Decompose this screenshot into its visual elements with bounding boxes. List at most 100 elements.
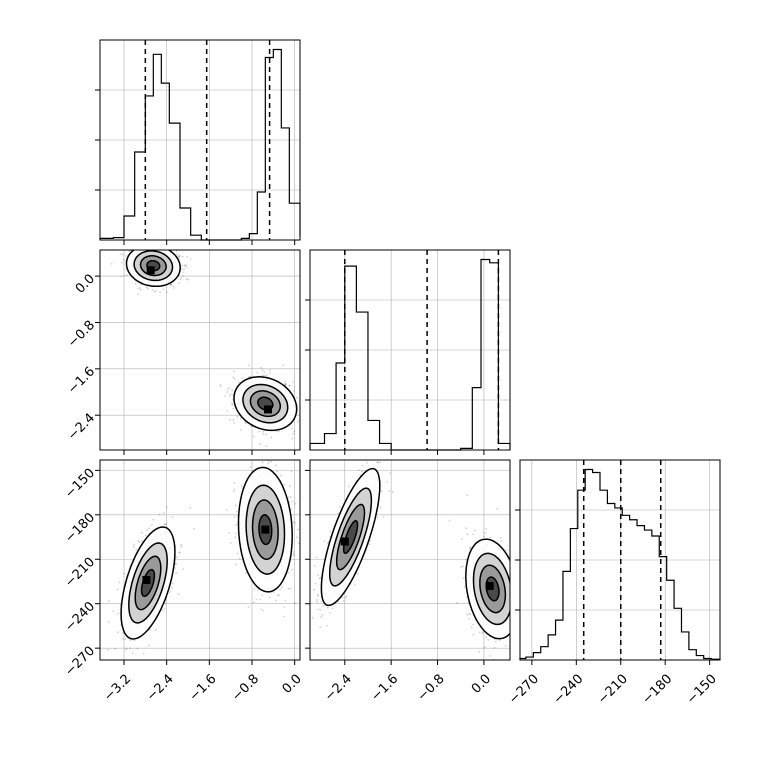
scatter-point [125, 647, 128, 650]
scatter-point [287, 587, 290, 590]
scatter-point [226, 391, 229, 393]
scatter-point [155, 247, 157, 249]
scatter-point [513, 595, 515, 597]
scatter-point [472, 623, 475, 626]
scatter-point [121, 253, 124, 256]
scatter-point [511, 568, 513, 570]
scatter-point [146, 287, 149, 290]
scatter-point [263, 374, 265, 377]
scatter-point [292, 551, 295, 553]
scatter-point [170, 246, 172, 248]
scatter-point [122, 632, 124, 634]
scatter-point [513, 636, 515, 638]
scatter-point [337, 512, 340, 515]
scatter-point [131, 241, 133, 243]
contour-line [342, 520, 359, 555]
scatter-point [150, 247, 152, 249]
scatter-point [339, 506, 341, 508]
scatter-point [522, 579, 524, 581]
scatter-point [122, 638, 124, 640]
scatter-point [158, 247, 160, 249]
contour-line [242, 383, 289, 424]
scatter-point [378, 444, 380, 446]
scatter-point [379, 461, 381, 464]
axes-frame [519, 459, 721, 661]
scatter-point [148, 527, 150, 530]
scatter-point [489, 655, 491, 657]
scatter-point [283, 453, 285, 455]
scatter-point [228, 532, 231, 534]
scatter-point [138, 541, 141, 543]
scatter-point [119, 253, 122, 255]
scatter-point [238, 455, 240, 457]
scatter-point [228, 387, 231, 389]
scatter-point [238, 557, 241, 560]
scatter-point [233, 490, 235, 492]
scatter-point [326, 542, 329, 544]
scatter-point [272, 591, 275, 593]
scatter-point [290, 508, 293, 510]
scatter-point [514, 586, 516, 588]
scatter-point [265, 445, 268, 447]
scatter-point [233, 488, 236, 491]
scatter-point [234, 504, 237, 507]
scatter-point [462, 577, 465, 579]
scatter-point [514, 605, 516, 607]
scatter-point [493, 647, 496, 649]
scatter-point [322, 604, 325, 607]
scatter-point [275, 430, 278, 433]
scatter-point [516, 592, 518, 594]
scatter-point [484, 531, 486, 534]
contour-line [328, 487, 373, 587]
scatter-point [239, 417, 242, 419]
contour-line [237, 466, 293, 593]
scatter-point [282, 364, 285, 367]
scatter-point [165, 291, 168, 293]
scatter-point [326, 606, 329, 609]
scatter-point [512, 604, 514, 606]
scatter-point [137, 293, 140, 295]
scatter-point [512, 612, 514, 614]
scatter-point [294, 502, 297, 505]
density-peak [261, 525, 270, 534]
scatter-point [478, 650, 481, 653]
contour-line [472, 552, 510, 626]
scatter-point [169, 591, 172, 593]
scatter-point [261, 461, 264, 464]
scatter-point [235, 532, 238, 535]
scatter-point [143, 243, 145, 245]
scatter-point [386, 481, 388, 483]
scatter-point [117, 612, 119, 615]
contour-line [335, 503, 366, 571]
y-tick-label: −0.8 [65, 318, 98, 351]
scatter-point [140, 245, 142, 247]
scatter-point [512, 588, 514, 590]
scatter-point [147, 235, 149, 237]
scatter-point [237, 381, 240, 384]
scatter-point [156, 248, 158, 250]
scatter-point [261, 594, 264, 596]
scatter-point [483, 535, 485, 538]
scatter-point [293, 390, 295, 392]
scatter-point [357, 573, 359, 576]
scatter-point [176, 253, 179, 256]
scatter-point [226, 388, 229, 390]
scatter-point [180, 277, 183, 279]
scatter-point [513, 611, 515, 613]
scatter-point [154, 247, 156, 249]
scatter-point [376, 461, 379, 463]
scatter-point [512, 607, 514, 609]
scatter-point [294, 602, 296, 604]
histogram-step [309, 258, 511, 451]
scatter-point [329, 530, 331, 533]
scatter-point [245, 572, 248, 574]
scatter-point [473, 529, 476, 532]
contour-line [233, 376, 298, 432]
scatter-point [462, 565, 464, 568]
scatter-point [290, 496, 292, 498]
scatter-point [329, 612, 331, 614]
scatter-point [469, 546, 472, 548]
scatter-point [120, 275, 123, 277]
scatter-point [292, 553, 295, 555]
